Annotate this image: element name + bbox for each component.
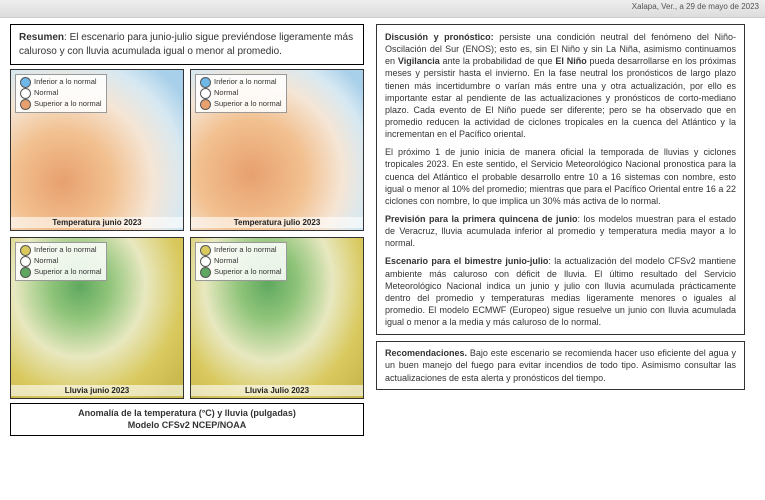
map-rain-jul: Inferior a lo normal Normal Superior a l… (190, 237, 364, 399)
discussion-p1-b: ante la probabilidad de que (440, 56, 556, 66)
map-temp-jun: Inferior a lo normal Normal Superior a l… (10, 69, 184, 231)
legend-row: Inferior a lo normal (200, 77, 282, 88)
left-column: Resumen: El escenario para junio-julio s… (0, 0, 370, 500)
legend-label-superior: Superior a lo normal (214, 267, 282, 278)
swatch-mid-icon (20, 88, 31, 99)
legend-label-normal: Normal (214, 88, 238, 99)
legend-label-superior: Superior a lo normal (34, 267, 102, 278)
legend-label-superior: Superior a lo normal (34, 99, 102, 110)
swatch-mid-icon (20, 256, 31, 267)
legend-label-normal: Normal (34, 88, 58, 99)
legend-row: Normal (200, 256, 282, 267)
model-caption-line2: Modelo CFSv2 NCEP/NOAA (17, 420, 357, 432)
header-location-date: Xalapa, Ver., a 29 de mayo de 2023 (632, 2, 759, 11)
legend-label-normal: Normal (214, 256, 238, 267)
discussion-p4-text: : la actualización del modelo CFSv2 mant… (385, 256, 736, 327)
map-caption-temp-jun: Temperatura junio 2023 (11, 217, 183, 228)
legend-row: Normal (200, 88, 282, 99)
legend-label-superior: Superior a lo normal (214, 99, 282, 110)
legend-label-normal: Normal (34, 256, 58, 267)
legend-rain-jul: Inferior a lo normal Normal Superior a l… (195, 242, 287, 281)
legend-row: Normal (20, 256, 102, 267)
legend-row: Inferior a lo normal (20, 245, 102, 256)
recommendations-heading: Recomendaciones. (385, 348, 467, 358)
swatch-high-icon (200, 267, 211, 278)
legend-row: Inferior a lo normal (20, 77, 102, 88)
summary-text: : El escenario para junio-julio sigue pr… (19, 32, 353, 57)
swatch-low-icon (200, 77, 211, 88)
legend-label-inferior: Inferior a lo normal (214, 245, 277, 256)
swatch-low-icon (20, 245, 31, 256)
legend-row: Normal (20, 88, 102, 99)
legend-row: Superior a lo normal (200, 99, 282, 110)
model-caption-line1: Anomalía de la temperatura (°C) y lluvia… (17, 408, 357, 420)
legend-row: Superior a lo normal (20, 99, 102, 110)
discussion-p3: Previsión para la primera quincena de ju… (385, 213, 736, 249)
discussion-heading: Discusión y pronóstico: (385, 32, 494, 42)
legend-row: Superior a lo normal (200, 267, 282, 278)
discussion-p3-head: Previsión para la primera quincena de ju… (385, 214, 577, 224)
header-bar: Xalapa, Ver., a 29 de mayo de 2023 (0, 0, 765, 18)
swatch-high-icon (200, 99, 211, 110)
legend-row: Inferior a lo normal (200, 245, 282, 256)
discussion-vigilancia: Vigilancia (398, 56, 440, 66)
legend-rain-jun: Inferior a lo normal Normal Superior a l… (15, 242, 107, 281)
recommendations-box: Recomendaciones. Bajo este escenario se … (376, 341, 745, 389)
discussion-p4-head: Escenario para el bimestre junio-julio (385, 256, 548, 266)
model-caption-box: Anomalía de la temperatura (°C) y lluvia… (10, 403, 364, 436)
legend-label-inferior: Inferior a lo normal (214, 77, 277, 88)
swatch-high-icon (20, 267, 31, 278)
discussion-p4: Escenario para el bimestre junio-julio: … (385, 255, 736, 328)
map-caption-rain-jul: Lluvia Julio 2023 (191, 385, 363, 396)
legend-row: Superior a lo normal (20, 267, 102, 278)
swatch-low-icon (20, 77, 31, 88)
swatch-mid-icon (200, 256, 211, 267)
right-column: Discusión y pronóstico: persiste una con… (370, 0, 755, 500)
legend-temp-jul: Inferior a lo normal Normal Superior a l… (195, 74, 287, 113)
swatch-mid-icon (200, 88, 211, 99)
summary-box: Resumen: El escenario para junio-julio s… (10, 24, 364, 65)
map-caption-temp-jul: Temperatura julio 2023 (191, 217, 363, 228)
map-grid: Inferior a lo normal Normal Superior a l… (10, 69, 364, 399)
discussion-p1: Discusión y pronóstico: persiste una con… (385, 31, 736, 140)
discussion-p1-c: pueda desarrollarse en los próximas mese… (385, 56, 736, 139)
summary-label: Resumen (19, 32, 64, 43)
map-caption-rain-jun: Lluvia junio 2023 (11, 385, 183, 396)
map-rain-jun: Inferior a lo normal Normal Superior a l… (10, 237, 184, 399)
legend-temp-jun: Inferior a lo normal Normal Superior a l… (15, 74, 107, 113)
discussion-p2: El próximo 1 de junio inicia de manera o… (385, 146, 736, 207)
map-temp-jul: Inferior a lo normal Normal Superior a l… (190, 69, 364, 231)
legend-label-inferior: Inferior a lo normal (34, 245, 97, 256)
swatch-high-icon (20, 99, 31, 110)
discussion-box: Discusión y pronóstico: persiste una con… (376, 24, 745, 335)
discussion-elnino: El Niño (555, 56, 586, 66)
legend-label-inferior: Inferior a lo normal (34, 77, 97, 88)
swatch-low-icon (200, 245, 211, 256)
